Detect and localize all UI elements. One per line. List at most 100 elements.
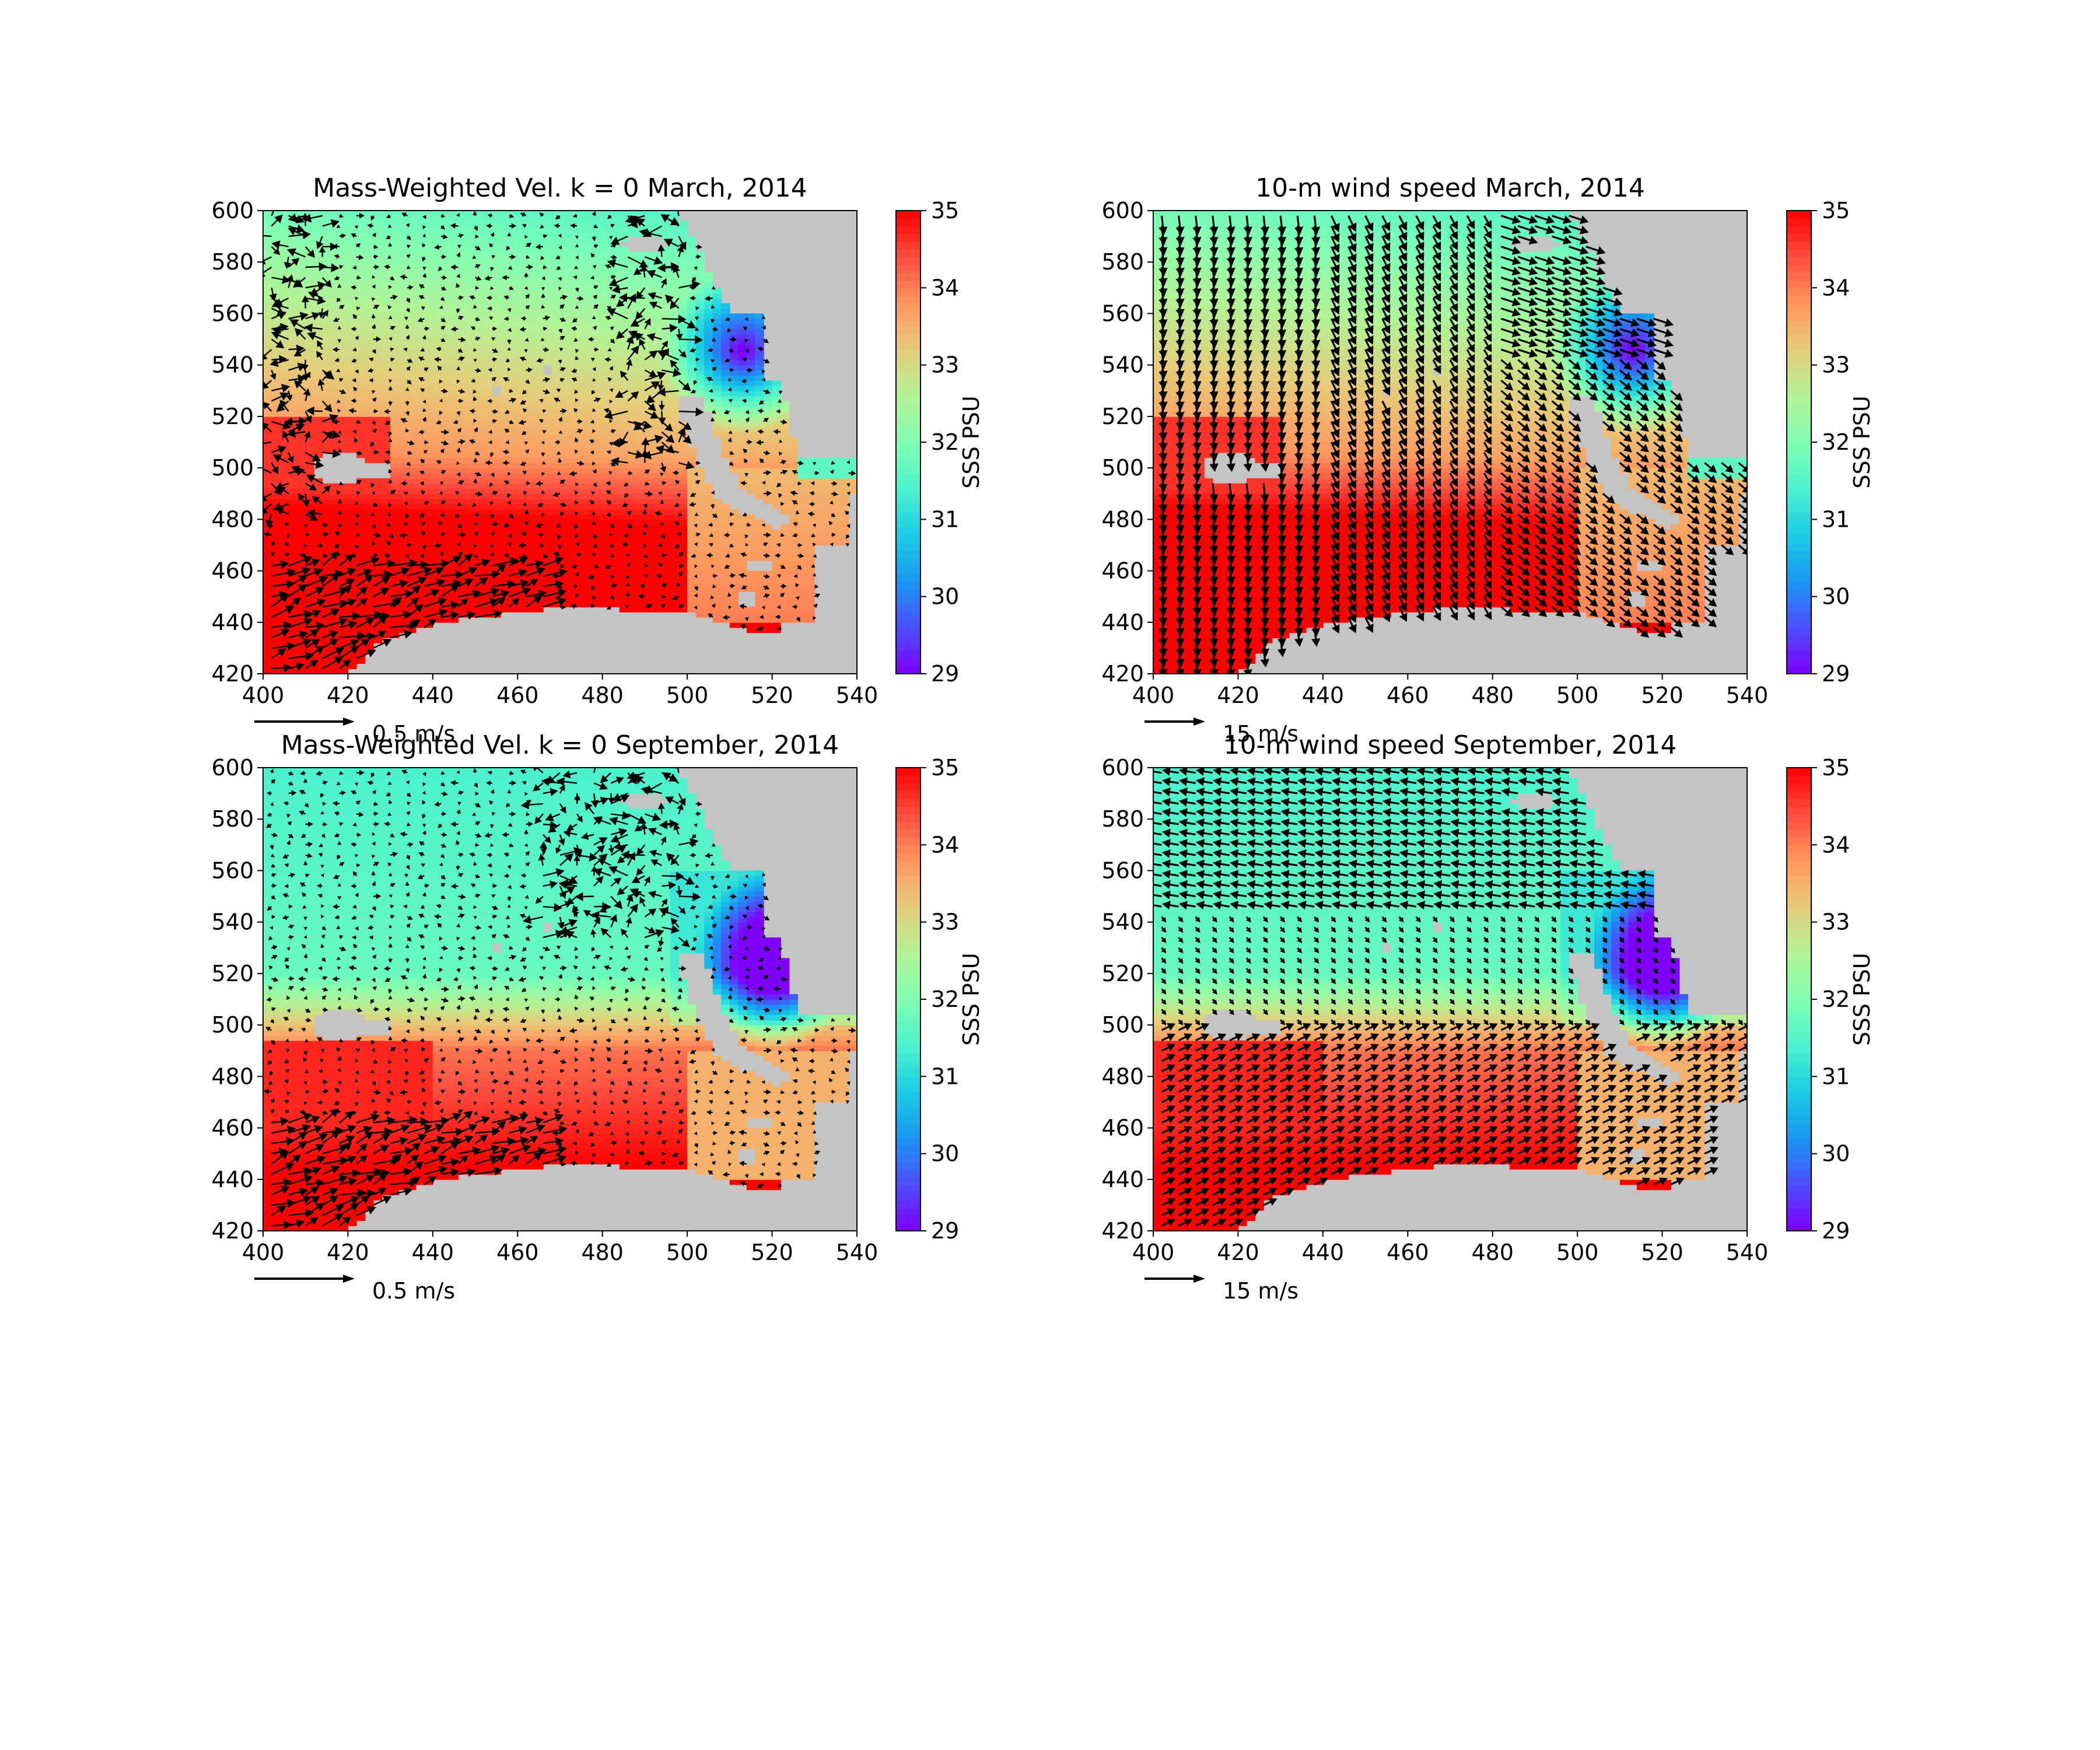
colorbar-tick-label: 33: [1822, 909, 1850, 935]
y-tick-label: 580: [211, 249, 254, 275]
colorbar-tick-label: 33: [931, 352, 959, 378]
quiver-key: 15 m/s: [1144, 1275, 1298, 1304]
quiver-key-label: 15 m/s: [1223, 1278, 1298, 1304]
y-tick-label: 420: [211, 661, 254, 687]
chart-title: 10-m wind speed March, 2014: [1255, 173, 1645, 203]
x-tick-label: 420: [327, 682, 369, 708]
colorbar-tick-label: 33: [931, 909, 959, 935]
colorbar-label: SSS PSU: [958, 953, 984, 1045]
colorbar-tick-label: 34: [931, 275, 959, 300]
x-tick-label: 500: [1556, 682, 1599, 708]
colorbar-tick-label: 35: [1822, 755, 1850, 780]
x-tick-label: 520: [1641, 1240, 1684, 1265]
y-tick-label: 460: [1101, 1115, 1144, 1141]
vector-field: [1153, 768, 1747, 1227]
colorbar-tick-label: 32: [1822, 986, 1850, 1012]
x-tick-label: 540: [1726, 1240, 1769, 1265]
y-tick-label: 460: [211, 1115, 254, 1141]
x-tick-label: 480: [1471, 682, 1514, 708]
x-tick-label: 480: [581, 682, 624, 708]
y-tick-label: 500: [1101, 455, 1144, 481]
colorbar-tick-label: 35: [931, 198, 959, 223]
y-tick-label: 520: [1101, 404, 1144, 429]
y-tick-label: 500: [1101, 1012, 1144, 1038]
y-tick-label: 580: [1101, 806, 1144, 832]
y-tick-label: 540: [211, 909, 254, 935]
x-tick-label: 460: [1387, 682, 1429, 708]
y-tick-label: 520: [211, 404, 254, 429]
vector-field: [263, 768, 856, 1230]
y-tick-label: 580: [1101, 249, 1144, 275]
chart-title: Mass-Weighted Vel. k = 0 March, 2014: [313, 173, 807, 203]
y-tick-label: 440: [211, 1167, 254, 1192]
y-tick-label: 600: [1101, 755, 1144, 780]
colorbar-tick-label: 30: [1822, 584, 1850, 610]
x-tick-label: 480: [581, 1240, 624, 1265]
colorbar-tick-label: 29: [1822, 661, 1850, 687]
quiver-key-label: 15 m/s: [1223, 721, 1298, 747]
x-tick-label: 460: [496, 682, 539, 708]
x-tick-label: 500: [1556, 1240, 1599, 1265]
x-tick-label: 400: [1132, 682, 1175, 708]
colorbar-tick-label: 29: [931, 661, 959, 687]
quiver-key-label: 0.5 m/s: [372, 1278, 455, 1304]
y-tick-label: 520: [1101, 961, 1144, 986]
x-tick-label: 400: [242, 1240, 285, 1265]
x-tick-label: 440: [412, 682, 454, 708]
quiver-key-label: 0.5 m/s: [372, 721, 455, 747]
y-tick-label: 420: [1101, 1218, 1144, 1244]
y-tick-label: 420: [211, 1218, 254, 1244]
x-tick-label: 540: [836, 1240, 878, 1265]
x-tick-label: 460: [496, 1240, 539, 1265]
colorbar: 29 30 31 32 33 34 35 SSS PSU: [1786, 755, 1875, 1244]
y-tick-label: 480: [211, 506, 254, 532]
plot-frame: [262, 210, 858, 674]
y-tick-label: 460: [1101, 558, 1144, 584]
colorbar-tick-label: 32: [1822, 429, 1850, 455]
x-tick-label: 400: [1132, 1240, 1175, 1265]
chart-title: Mass-Weighted Vel. k = 0 September, 2014: [281, 730, 839, 760]
x-tick-label: 500: [666, 1240, 709, 1265]
x-tick-label: 520: [751, 682, 793, 708]
y-tick-label: 560: [1101, 300, 1144, 326]
x-tick-label: 400: [242, 682, 285, 708]
colorbar-tick-label: 33: [1822, 352, 1850, 378]
x-tick-label: 420: [327, 1240, 369, 1265]
colorbar-tick-label: 31: [1822, 506, 1850, 532]
plot-frame: [1153, 210, 1748, 674]
colorbar-tick-label: 34: [1822, 275, 1850, 300]
colorbar-label: SSS PSU: [958, 396, 984, 488]
y-tick-label: 540: [1101, 352, 1144, 378]
x-tick-label: 540: [836, 682, 878, 708]
colorbar: 29 30 31 32 33 34 35 SSS PSU: [1786, 198, 1875, 687]
y-tick-label: 520: [211, 961, 254, 986]
x-tick-label: 520: [1641, 682, 1684, 708]
quiver-key: 0.5 m/s: [254, 1275, 455, 1304]
y-tick-label: 540: [1101, 909, 1144, 935]
colorbar-tick-label: 31: [1822, 1063, 1850, 1089]
x-tick-label: 460: [1387, 1240, 1429, 1265]
colorbar-tick-label: 30: [1822, 1141, 1850, 1167]
plot-frame: [262, 767, 858, 1231]
x-tick-label: 540: [1726, 682, 1769, 708]
y-tick-label: 500: [211, 1012, 254, 1038]
y-tick-label: 560: [1101, 858, 1144, 883]
y-tick-label: 480: [1101, 506, 1144, 532]
y-tick-label: 560: [211, 300, 254, 326]
y-tick-label: 500: [211, 455, 254, 481]
colorbar-label: SSS PSU: [1849, 396, 1875, 488]
y-tick-label: 540: [211, 352, 254, 378]
y-tick-label: 460: [211, 558, 254, 584]
colorbar-tick-label: 34: [1822, 832, 1850, 858]
y-tick-label: 420: [1101, 661, 1144, 687]
colorbar-tick-label: 31: [931, 1063, 959, 1089]
colorbar-tick-label: 30: [931, 584, 959, 610]
y-tick-label: 600: [211, 198, 254, 223]
x-tick-label: 420: [1217, 1240, 1259, 1265]
colorbar-label: SSS PSU: [1849, 953, 1875, 1045]
colorbar: 29 30 31 32 33 34 35 SSS PSU: [895, 755, 984, 1244]
vector-field: [263, 211, 856, 673]
x-tick-label: 500: [666, 682, 709, 708]
